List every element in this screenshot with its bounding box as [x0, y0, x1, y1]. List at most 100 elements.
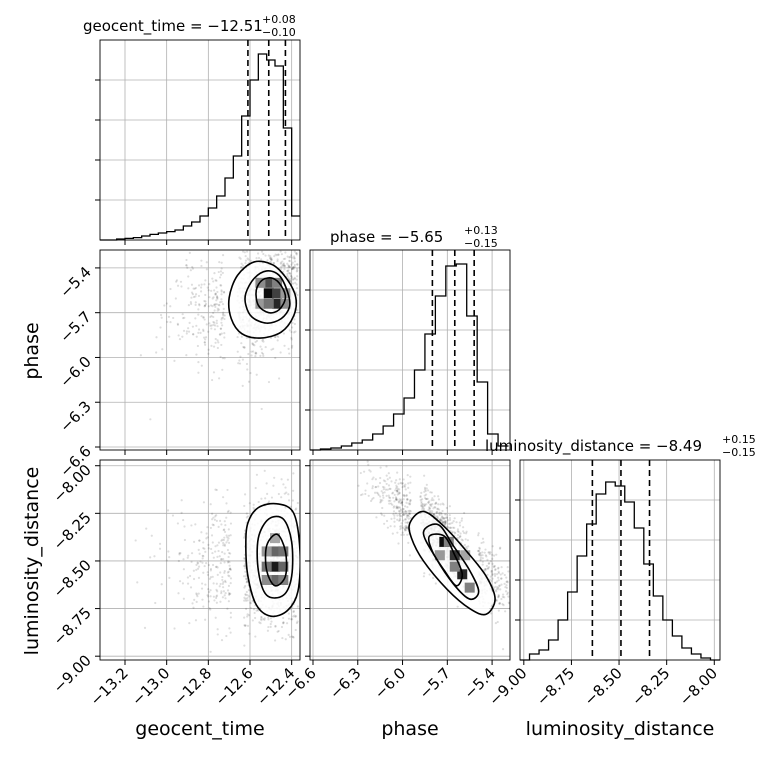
panel-geocent-time-vs-luminosity-distance-point: [244, 565, 247, 568]
panel-geocent-time-vs-phase-point: [189, 301, 192, 304]
panel-geocent-time-vs-luminosity-distance-point: [219, 600, 222, 603]
panel-geocent-time-vs-luminosity-distance-point: [246, 515, 250, 518]
panel-geocent-time-vs-luminosity-distance-point: [295, 507, 298, 510]
panel-geocent-time-vs-luminosity-distance-point: [284, 506, 287, 509]
panel-geocent-time-vs-phase-point: [221, 271, 224, 275]
panel-phase-vs-luminosity-distance-point: [371, 478, 374, 481]
panel-phase-vs-luminosity-distance-point: [409, 516, 412, 520]
panel-geocent-time-vs-luminosity-distance-point: [270, 620, 273, 623]
panel-geocent-time-vs-luminosity-distance-point: [243, 586, 246, 589]
panel-phase-vs-luminosity-distance-point: [405, 526, 408, 529]
title-phase: phase = −5.65: [330, 228, 443, 246]
panel-phase-vs-luminosity-distance-point: [435, 515, 438, 518]
panel-geocent-time-vs-luminosity-distance-point: [217, 549, 220, 553]
panel-phase-vs-luminosity-distance-point: [490, 570, 493, 573]
panel-geocent-time-vs-luminosity-distance-point: [215, 596, 218, 600]
panel-phase-vs-luminosity-distance-point: [398, 498, 401, 501]
panel-geocent-time-vs-luminosity-distance-point: [243, 556, 246, 560]
panel-phase-vs-luminosity-distance-point: [476, 549, 480, 552]
panel-geocent-time-vs-phase-point: [168, 335, 171, 338]
panel-geocent-time-vs-luminosity-distance-point: [226, 539, 229, 542]
panel-phase-vs-luminosity-distance-point: [499, 546, 502, 549]
panel-geocent-time-vs-phase-point: [192, 287, 195, 290]
panel-phase-vs-luminosity-distance-point: [498, 584, 501, 587]
panel-phase-vs-luminosity-distance-point: [379, 466, 382, 469]
panel-phase-vs-luminosity-distance-point: [432, 513, 435, 517]
panel-phase-vs-luminosity-distance-point: [486, 567, 489, 570]
panel-geocent-time-vs-phase-point: [295, 270, 298, 273]
panel-phase-vs-luminosity-distance-point: [419, 495, 422, 499]
panel-geocent-time-vs-phase-point: [240, 262, 243, 265]
panel-phase-vs-luminosity-distance-point: [444, 520, 447, 523]
panel-geocent-time-vs-phase-point: [200, 364, 203, 367]
panel-phase-vs-luminosity-distance-point: [435, 502, 438, 505]
panel-geocent-time-vs-phase-point: [220, 290, 223, 293]
panel-phase-vs-luminosity-distance-point: [426, 497, 429, 500]
panel-geocent-time-vs-phase-point: [193, 287, 196, 290]
panel-geocent-time-vs-phase-point: [264, 254, 267, 257]
panel-geocent-time-vs-phase-point: [180, 285, 183, 288]
panel-geocent-time-vs-luminosity-distance-point: [178, 580, 182, 583]
panel-geocent-time-vs-luminosity-distance-point: [209, 589, 212, 592]
panel-geocent-time-vs-luminosity-distance-point: [200, 531, 203, 534]
panel-geocent-time-vs-luminosity-distance-point: [216, 566, 219, 569]
panel-phase-vs-luminosity-distance-point: [396, 514, 399, 517]
panel-geocent-time-vs-luminosity-distance-point: [205, 532, 208, 535]
panel-geocent-time-vs-luminosity-distance-point: [201, 598, 204, 601]
panel-geocent-time-vs-phase-point: [291, 261, 294, 264]
panel-phase-vs-luminosity-distance-point: [387, 484, 391, 487]
panel-geocent-time-vs-phase-point: [283, 344, 286, 347]
panel-phase-vs-luminosity-distance-point: [398, 510, 401, 513]
panel-geocent-time-vs-phase-point: [276, 258, 279, 261]
panel-geocent-time-vs-luminosity-distance-point: [158, 547, 162, 550]
panel-geocent-time-vs-luminosity-distance-point: [209, 595, 212, 598]
panel-geocent-time-vs-luminosity-distance-point: [186, 576, 190, 579]
panel-geocent-time-vs-phase-point: [289, 265, 292, 269]
panel-phase-vs-luminosity-distance-point: [433, 513, 436, 516]
panel-phase-vs-luminosity-distance-point: [405, 501, 408, 504]
panel-phase-vs-luminosity-distance-point: [436, 515, 439, 518]
panel-geocent-time-vs-phase-point: [240, 266, 243, 269]
panel-geocent-time-vs-luminosity-distance-point: [216, 555, 219, 558]
panel-geocent-time-vs-luminosity-distance-point: [213, 599, 216, 602]
panel-geocent-time-vs-phase-point: [197, 328, 201, 331]
panel-phase-vs-luminosity-distance-point: [491, 573, 494, 576]
panel-geocent-time-vs-phase-point: [253, 344, 256, 347]
panel-geocent-time-vs-phase-point: [289, 272, 292, 275]
panel-geocent-time-vs-phase-point: [215, 299, 218, 302]
panel-phase-vs-luminosity-distance-point: [456, 536, 459, 540]
panel-phase-vs-luminosity-distance-point: [453, 526, 456, 529]
panel-geocent-time-vs-phase-point: [167, 315, 170, 318]
panel-geocent-time-vs-phase-point: [269, 257, 272, 261]
panel-geocent-time-vs-luminosity-distance-point: [223, 520, 226, 523]
panel-phase-vs-luminosity-distance-point: [448, 516, 452, 520]
panel-geocent-time-vs-phase-point: [181, 335, 184, 338]
panel-phase-vs-luminosity-distance-point: [431, 576, 435, 580]
panel-geocent-time-vs-phase-point: [296, 275, 299, 278]
panel-geocent-time-vs-luminosity-distance-point: [229, 582, 232, 585]
panel-phase-vs-luminosity-distance-point: [497, 570, 500, 573]
panel-geocent-time-vs-phase-point: [182, 329, 186, 332]
panel-phase-vs-luminosity-distance-point: [445, 516, 448, 519]
panel-geocent-time-vs-luminosity-distance-point: [166, 509, 170, 512]
panel-phase-vs-luminosity-distance-point: [396, 487, 399, 491]
panel-geocent-time-vs-phase-point: [292, 267, 295, 270]
panel-phase-vs-luminosity-distance-point: [421, 504, 424, 507]
panel-phase-vs-luminosity-distance-point: [389, 496, 392, 500]
panel-phase-vs-luminosity-distance-point: [497, 566, 500, 569]
panel-geocent-time-vs-phase-point: [277, 253, 280, 256]
panel-phase-vs-luminosity-distance-point: [453, 531, 456, 534]
panel-phase-vs-luminosity-distance-point: [432, 507, 435, 510]
panel-geocent-time-vs-phase-point: [287, 347, 290, 350]
panel-geocent-time-vs-phase-point: [292, 278, 295, 281]
panel-phase-vs-luminosity-distance-point: [498, 601, 501, 605]
panel-phase-vs-luminosity-distance-point: [402, 513, 405, 516]
panel-phase-vs-luminosity-distance-point: [442, 521, 445, 524]
panel-geocent-time-vs-luminosity-distance-point: [246, 599, 249, 602]
panel-geocent-time-vs-luminosity-distance-point: [226, 561, 230, 564]
panel-geocent-time-vs-luminosity-distance-point: [228, 575, 231, 578]
panel-phase-vs-luminosity-distance-point: [456, 533, 460, 537]
panel-phase-vs-luminosity-distance-point: [395, 479, 398, 482]
panel-phase-vs-luminosity-distance-point: [404, 525, 407, 528]
panel-geocent-time-vs-luminosity-distance-contour-2: [264, 533, 288, 587]
